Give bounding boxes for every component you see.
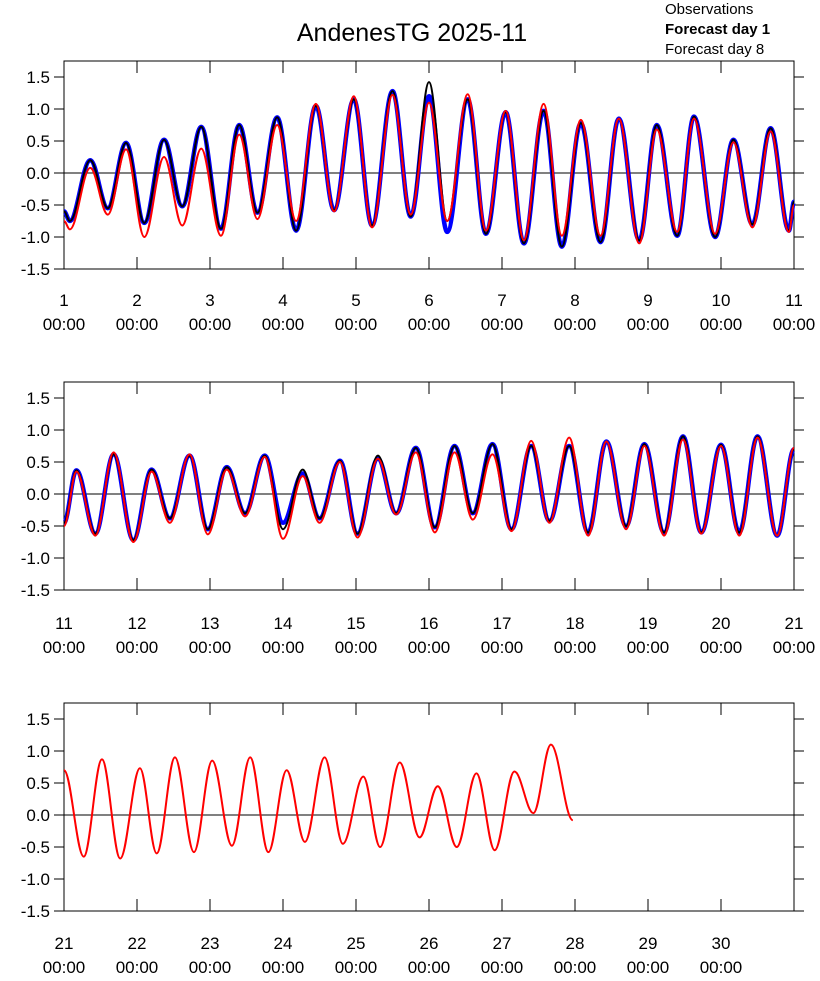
y-tick-label: 0.0 (26, 806, 50, 825)
legend-entry: Forecast day 1 (665, 21, 770, 38)
x-tick-label: 18 00:00 (554, 614, 597, 657)
x-tick-label: 21 00:00 (43, 934, 86, 977)
x-tick-label: 29 00:00 (627, 934, 670, 977)
y-tick-label: -1.5 (21, 260, 50, 279)
x-tick-label: 5 00:00 (335, 291, 378, 334)
y-tick-label: -1.0 (21, 870, 50, 889)
y-tick-label: 0.0 (26, 164, 50, 183)
y-tick-label: -1.0 (21, 549, 50, 568)
y-tick-label: -1.0 (21, 228, 50, 247)
x-tick-label: 26 00:00 (408, 934, 451, 977)
y-tick-label: -0.5 (21, 517, 50, 536)
x-tick-label: 15 00:00 (335, 614, 378, 657)
x-tick-label: 6 00:00 (408, 291, 451, 334)
y-tick-label: -0.5 (21, 196, 50, 215)
x-tick-label: 4 00:00 (262, 291, 305, 334)
legend-entry: Observations (665, 1, 753, 18)
y-tick-label: 1.5 (26, 68, 50, 87)
y-tick-label: 1.0 (26, 100, 50, 119)
x-tick-label: 28 00:00 (554, 934, 597, 977)
y-tick-label: 0.0 (26, 485, 50, 504)
x-tick-label: 2 00:00 (116, 291, 159, 334)
x-tick-label: 1 00:00 (43, 291, 86, 334)
y-tick-label: 1.5 (26, 389, 50, 408)
series-line (62, 88, 797, 249)
y-tick-label: 1.0 (26, 742, 50, 761)
legend-entry: Forecast day 8 (665, 41, 764, 58)
series-line (63, 743, 574, 860)
x-tick-label: 24 00:00 (262, 934, 305, 977)
series-line (61, 434, 797, 543)
y-tick-label: 0.5 (26, 132, 50, 151)
x-tick-label: 22 00:00 (116, 934, 159, 977)
x-tick-label: 9 00:00 (627, 291, 670, 334)
series-line (63, 436, 795, 543)
x-tick-label: 30 00:00 (700, 934, 743, 977)
y-tick-label: 1.0 (26, 421, 50, 440)
x-tick-label: 25 00:00 (335, 934, 378, 977)
x-tick-label: 19 00:00 (627, 614, 670, 657)
y-tick-label: 0.5 (26, 453, 50, 472)
x-tick-label: 21 00:00 (773, 614, 816, 657)
x-tick-label: 11 00:00 (43, 614, 86, 657)
y-tick-label: -0.5 (21, 838, 50, 857)
x-tick-label: 13 00:00 (189, 614, 232, 657)
x-tick-label: 10 00:00 (700, 291, 743, 334)
x-tick-label: 16 00:00 (408, 614, 451, 657)
y-tick-label: 0.5 (26, 774, 50, 793)
x-tick-label: 23 00:00 (189, 934, 232, 977)
x-tick-label: 27 00:00 (481, 934, 524, 977)
plot-frame (63, 381, 795, 591)
x-tick-label: 3 00:00 (189, 291, 232, 334)
x-tick-label: 17 00:00 (481, 614, 524, 657)
series-line (63, 435, 795, 542)
x-tick-label: 14 00:00 (262, 614, 305, 657)
y-tick-label: 1.5 (26, 710, 50, 729)
series-line (63, 93, 795, 245)
y-tick-label: -1.5 (21, 902, 50, 921)
x-tick-label: 20 00:00 (700, 614, 743, 657)
x-tick-label: 8 00:00 (554, 291, 597, 334)
chart-title: AndenesTG 2025-11 (297, 19, 527, 47)
x-tick-label: 12 00:00 (116, 614, 159, 657)
x-tick-label: 7 00:00 (481, 291, 524, 334)
y-tick-label: -1.5 (21, 581, 50, 600)
x-tick-label: 11 00:00 (773, 291, 816, 334)
